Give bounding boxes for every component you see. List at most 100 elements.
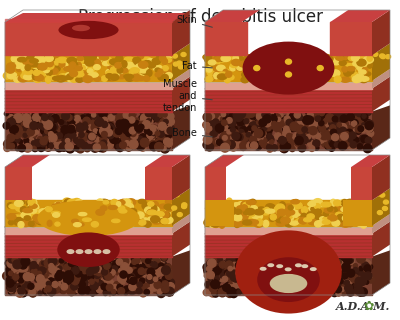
Circle shape — [59, 132, 67, 140]
Ellipse shape — [226, 200, 232, 206]
Ellipse shape — [41, 212, 48, 217]
Ellipse shape — [321, 77, 328, 83]
Ellipse shape — [43, 212, 50, 217]
Circle shape — [352, 137, 358, 142]
Circle shape — [116, 287, 120, 291]
Circle shape — [20, 278, 29, 287]
Circle shape — [347, 286, 354, 294]
Circle shape — [364, 272, 372, 280]
Ellipse shape — [32, 54, 38, 59]
Circle shape — [242, 142, 247, 146]
Circle shape — [207, 276, 216, 285]
Circle shape — [354, 117, 363, 125]
Ellipse shape — [204, 56, 212, 63]
Circle shape — [95, 256, 104, 264]
Circle shape — [80, 273, 87, 281]
Circle shape — [144, 258, 150, 264]
Circle shape — [10, 125, 18, 134]
Ellipse shape — [147, 209, 155, 216]
Circle shape — [288, 278, 292, 283]
Text: A.D.A.M.: A.D.A.M. — [336, 301, 390, 312]
Ellipse shape — [145, 62, 150, 68]
Circle shape — [148, 267, 156, 275]
Circle shape — [230, 258, 238, 266]
Circle shape — [157, 131, 166, 139]
Circle shape — [215, 256, 222, 263]
Circle shape — [259, 140, 264, 145]
Circle shape — [296, 125, 304, 133]
Circle shape — [261, 111, 266, 116]
Circle shape — [48, 257, 57, 265]
Ellipse shape — [216, 55, 221, 61]
Circle shape — [331, 115, 336, 119]
Ellipse shape — [344, 220, 350, 224]
Circle shape — [99, 260, 106, 268]
Ellipse shape — [87, 209, 93, 214]
Ellipse shape — [204, 219, 212, 226]
Circle shape — [317, 284, 326, 293]
Circle shape — [323, 141, 328, 146]
Circle shape — [50, 284, 56, 290]
Ellipse shape — [306, 72, 312, 79]
Circle shape — [95, 118, 104, 126]
Ellipse shape — [52, 218, 58, 222]
Circle shape — [254, 279, 260, 286]
Circle shape — [318, 273, 325, 280]
Ellipse shape — [76, 69, 83, 74]
Ellipse shape — [92, 203, 102, 208]
Circle shape — [129, 284, 138, 292]
Circle shape — [218, 260, 222, 265]
Ellipse shape — [124, 203, 133, 210]
Circle shape — [81, 131, 86, 137]
Circle shape — [55, 262, 62, 269]
Circle shape — [106, 129, 112, 136]
Circle shape — [316, 278, 322, 284]
Ellipse shape — [155, 217, 160, 222]
Ellipse shape — [101, 55, 108, 61]
Circle shape — [143, 275, 150, 282]
Circle shape — [117, 284, 123, 290]
Circle shape — [282, 285, 288, 291]
Circle shape — [64, 271, 72, 279]
Circle shape — [157, 290, 165, 298]
Circle shape — [330, 279, 336, 286]
Circle shape — [272, 121, 276, 126]
Circle shape — [139, 116, 143, 120]
Circle shape — [244, 272, 251, 278]
Ellipse shape — [344, 69, 352, 76]
Ellipse shape — [224, 69, 230, 74]
Ellipse shape — [74, 66, 82, 71]
Circle shape — [327, 119, 332, 123]
Circle shape — [150, 138, 154, 141]
Ellipse shape — [161, 219, 168, 224]
Circle shape — [115, 268, 121, 275]
Ellipse shape — [254, 73, 264, 77]
Circle shape — [38, 144, 45, 151]
Circle shape — [140, 110, 147, 116]
Ellipse shape — [144, 76, 150, 81]
Circle shape — [318, 116, 323, 121]
Ellipse shape — [380, 54, 385, 58]
Circle shape — [108, 272, 114, 278]
Ellipse shape — [102, 249, 110, 254]
Ellipse shape — [217, 57, 226, 62]
Circle shape — [214, 110, 220, 116]
Ellipse shape — [299, 64, 308, 68]
Circle shape — [98, 123, 104, 129]
Ellipse shape — [160, 54, 166, 61]
Ellipse shape — [276, 221, 285, 226]
Circle shape — [280, 258, 285, 263]
Circle shape — [310, 284, 314, 288]
Circle shape — [40, 138, 47, 145]
Ellipse shape — [99, 55, 108, 60]
Ellipse shape — [138, 67, 148, 73]
Circle shape — [353, 268, 358, 273]
Ellipse shape — [119, 209, 127, 213]
Circle shape — [32, 128, 38, 134]
Circle shape — [142, 282, 149, 289]
Circle shape — [260, 261, 265, 266]
Circle shape — [212, 291, 219, 297]
Circle shape — [250, 143, 255, 148]
Ellipse shape — [76, 249, 84, 254]
Circle shape — [128, 131, 133, 136]
